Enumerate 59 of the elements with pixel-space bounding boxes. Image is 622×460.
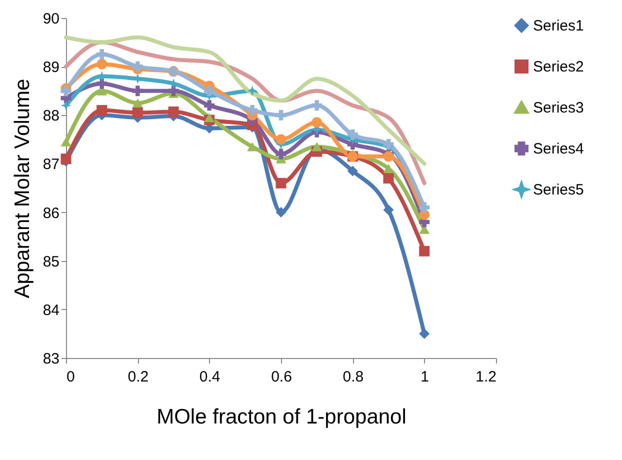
x-tick-label: 0.4 xyxy=(199,368,220,386)
point xyxy=(312,142,322,152)
point xyxy=(276,178,286,188)
point xyxy=(204,100,215,111)
x-tick-label: 1 xyxy=(420,368,430,386)
point xyxy=(60,86,72,96)
y-tick-label: 90 xyxy=(42,10,60,28)
point xyxy=(132,61,143,72)
point xyxy=(204,86,215,96)
point xyxy=(168,106,179,117)
point xyxy=(383,173,394,184)
point xyxy=(419,246,430,256)
y-tick-label: 84 xyxy=(42,302,60,319)
point xyxy=(347,166,358,176)
point xyxy=(96,58,108,70)
y-tick-label: 86 xyxy=(42,204,60,222)
point xyxy=(132,98,143,108)
y-tick-label: 89 xyxy=(42,59,60,76)
point xyxy=(247,105,258,116)
point xyxy=(204,113,215,122)
point xyxy=(419,202,430,213)
x-tick-label: 0.8 xyxy=(342,368,364,386)
point xyxy=(383,151,394,162)
legend-label: Series4 xyxy=(533,140,584,158)
point xyxy=(60,137,72,146)
point xyxy=(276,207,286,218)
x-tick-label: 0.2 xyxy=(128,368,149,386)
y-tick-label: 88 xyxy=(42,108,60,125)
point xyxy=(383,164,394,174)
point xyxy=(96,49,108,60)
point xyxy=(247,86,258,96)
point xyxy=(312,117,322,128)
y-tick-label: 85 xyxy=(42,253,60,270)
point xyxy=(383,204,394,216)
x-tick-label: 0 xyxy=(66,368,75,386)
point xyxy=(276,148,286,160)
point xyxy=(60,154,72,164)
point xyxy=(60,100,72,111)
y-tick-label: 83 xyxy=(42,350,60,368)
legend-label: Series5 xyxy=(533,182,584,198)
point xyxy=(132,107,143,118)
point xyxy=(312,100,322,111)
legend-label: Series1 xyxy=(533,18,584,34)
point xyxy=(247,142,258,152)
point xyxy=(276,134,286,145)
point xyxy=(276,110,286,120)
point xyxy=(96,105,108,116)
line-series xyxy=(64,35,426,166)
y-axis-title: Apparant Molar Volume xyxy=(10,78,34,298)
legend-label: Series3 xyxy=(533,100,584,116)
x-axis-title: MOle fracton of 1-propanol xyxy=(156,406,406,428)
x-tick-label: 1.2 xyxy=(476,368,496,386)
point xyxy=(132,86,143,96)
point xyxy=(419,328,430,339)
y-tick-label: 87 xyxy=(42,156,60,174)
point xyxy=(347,129,358,140)
x-tick-label: 0.6 xyxy=(271,368,292,386)
legend-label: Series2 xyxy=(533,58,584,76)
point xyxy=(96,78,108,89)
